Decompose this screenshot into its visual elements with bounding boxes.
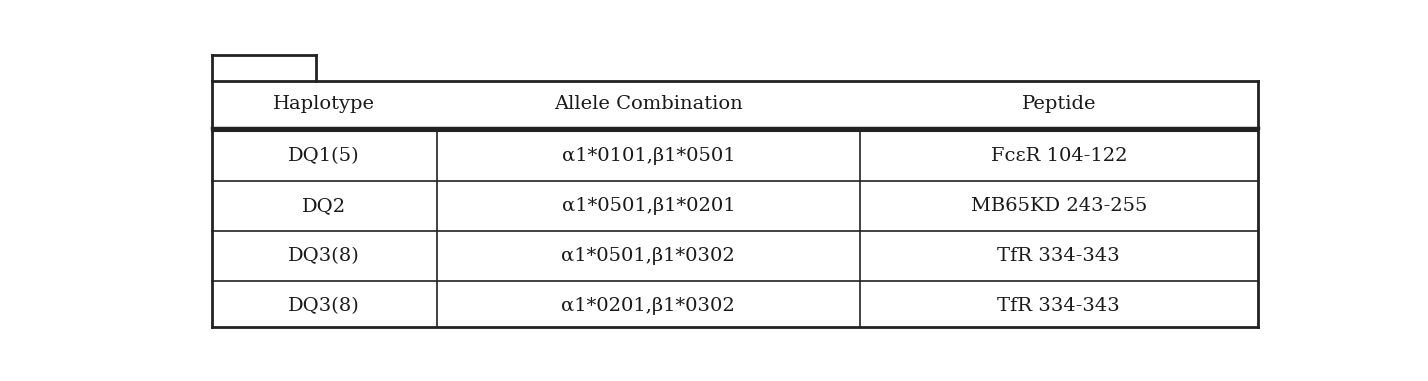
Text: α1*0501,β1*0302: α1*0501,β1*0302 <box>561 247 735 265</box>
Text: α1*0101,β1*0501: α1*0101,β1*0501 <box>561 147 735 165</box>
Text: TfR 334-343: TfR 334-343 <box>997 247 1120 265</box>
Text: DQ1(5): DQ1(5) <box>288 147 360 165</box>
Text: DQ3(8): DQ3(8) <box>288 247 360 265</box>
Text: FcεR 104-122: FcεR 104-122 <box>991 147 1127 165</box>
Text: Allele Combination: Allele Combination <box>554 95 743 113</box>
Text: Haplotype: Haplotype <box>273 95 376 113</box>
Text: α1*0201,β1*0302: α1*0201,β1*0302 <box>561 297 735 315</box>
Text: Peptide: Peptide <box>1021 95 1097 113</box>
Text: DQ3(8): DQ3(8) <box>288 297 360 315</box>
Text: DQ2: DQ2 <box>303 197 346 215</box>
Text: α1*0501,β1*0201: α1*0501,β1*0201 <box>561 197 735 215</box>
Text: TfR 334-343: TfR 334-343 <box>997 297 1120 315</box>
Text: MB65KD 243-255: MB65KD 243-255 <box>971 197 1147 215</box>
